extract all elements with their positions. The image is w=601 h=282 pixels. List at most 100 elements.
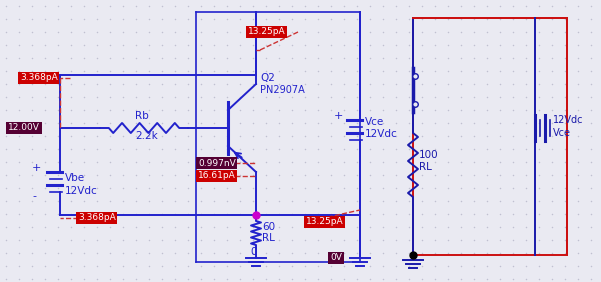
Point — [274, 17, 284, 21]
Point — [157, 82, 167, 86]
Point — [404, 199, 414, 203]
Point — [443, 82, 453, 86]
Point — [378, 4, 388, 8]
Text: 60: 60 — [262, 222, 275, 232]
Point — [482, 147, 492, 151]
Point — [261, 69, 271, 73]
Point — [560, 30, 570, 34]
Point — [417, 121, 427, 125]
Point — [430, 173, 440, 177]
Point — [131, 199, 141, 203]
Point — [170, 17, 180, 21]
Point — [287, 82, 297, 86]
Text: +: + — [32, 163, 41, 173]
Point — [157, 225, 167, 229]
Point — [248, 225, 258, 229]
Point — [92, 121, 102, 125]
Point — [443, 121, 453, 125]
Point — [92, 147, 102, 151]
Point — [495, 17, 505, 21]
Point — [521, 251, 531, 255]
Point — [495, 134, 505, 138]
Point — [235, 69, 245, 73]
Point — [508, 17, 518, 21]
Point — [144, 264, 154, 268]
Point — [14, 238, 24, 242]
Point — [560, 199, 570, 203]
Point — [79, 160, 89, 164]
Point — [14, 4, 24, 8]
Point — [534, 69, 544, 73]
Point — [131, 225, 141, 229]
Text: 13.25pA: 13.25pA — [248, 28, 285, 36]
Point — [209, 30, 219, 34]
Point — [209, 186, 219, 190]
Point — [404, 225, 414, 229]
Point — [287, 238, 297, 242]
Point — [14, 108, 24, 112]
Point — [313, 108, 323, 112]
Point — [430, 4, 440, 8]
Point — [222, 147, 232, 151]
Point — [378, 134, 388, 138]
Point — [495, 95, 505, 99]
Point — [404, 173, 414, 177]
Point — [469, 264, 479, 268]
Point — [131, 186, 141, 190]
Point — [209, 264, 219, 268]
Point — [1, 56, 11, 60]
Point — [118, 160, 128, 164]
Point — [456, 212, 466, 216]
Point — [430, 30, 440, 34]
Point — [547, 173, 557, 177]
Point — [495, 199, 505, 203]
Point — [209, 199, 219, 203]
Point — [40, 212, 50, 216]
Point — [170, 225, 180, 229]
Point — [105, 43, 115, 47]
Point — [365, 186, 375, 190]
Point — [339, 43, 349, 47]
Point — [144, 56, 154, 60]
Point — [443, 56, 453, 60]
Point — [235, 212, 245, 216]
Point — [235, 264, 245, 268]
Point — [79, 173, 89, 177]
Point — [404, 251, 414, 255]
Point — [14, 43, 24, 47]
Point — [391, 121, 401, 125]
Point — [534, 95, 544, 99]
Point — [1, 108, 11, 112]
Point — [391, 238, 401, 242]
Point — [131, 264, 141, 268]
Point — [27, 95, 37, 99]
Point — [287, 264, 297, 268]
Point — [27, 30, 37, 34]
Point — [391, 82, 401, 86]
Point — [404, 4, 414, 8]
Point — [547, 238, 557, 242]
Point — [469, 69, 479, 73]
Point — [53, 264, 63, 268]
Point — [222, 95, 232, 99]
Point — [248, 82, 258, 86]
Point — [66, 225, 76, 229]
Point — [287, 30, 297, 34]
Point — [482, 82, 492, 86]
Point — [521, 56, 531, 60]
Point — [495, 251, 505, 255]
Point — [248, 238, 258, 242]
Point — [196, 147, 206, 151]
Point — [53, 17, 63, 21]
Point — [339, 160, 349, 164]
Point — [196, 199, 206, 203]
Point — [274, 108, 284, 112]
Point — [313, 4, 323, 8]
Point — [183, 199, 193, 203]
Point — [469, 199, 479, 203]
Point — [391, 4, 401, 8]
Point — [573, 17, 583, 21]
Point — [92, 134, 102, 138]
Point — [248, 134, 258, 138]
Point — [14, 199, 24, 203]
